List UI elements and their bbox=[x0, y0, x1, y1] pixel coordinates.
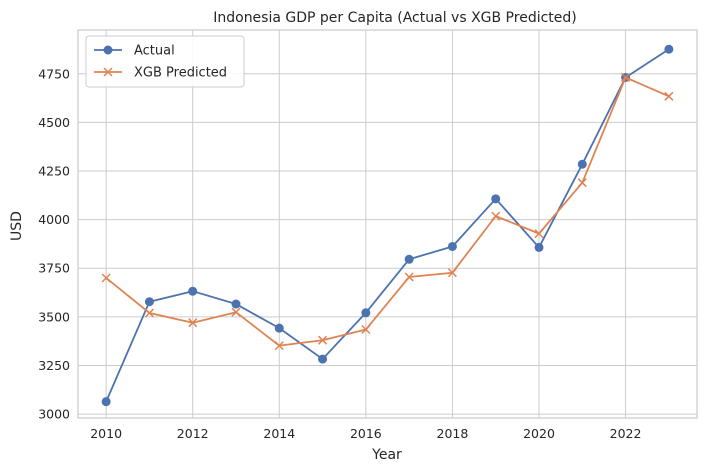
data-point-xgb-predicted bbox=[274, 341, 284, 351]
legend-label-xgb-predicted: XGB Predicted bbox=[134, 66, 227, 81]
legend-marker-xgb-predicted bbox=[103, 67, 113, 77]
plot-frame bbox=[77, 29, 698, 419]
data-point-actual bbox=[404, 254, 414, 264]
data-point-actual bbox=[101, 397, 111, 407]
y-tick-label: 4500 bbox=[38, 115, 70, 130]
y-tick-label: 3500 bbox=[38, 309, 70, 324]
data-point-xgb-predicted bbox=[621, 72, 631, 82]
y-tick-label: 4250 bbox=[38, 164, 70, 179]
data-point-actual bbox=[664, 44, 674, 54]
x-tick-label: 2014 bbox=[263, 426, 295, 441]
y-tick-label: 4000 bbox=[38, 212, 70, 227]
data-point-xgb-predicted bbox=[447, 268, 457, 278]
data-point-xgb-predicted bbox=[664, 91, 674, 101]
y-tick-label: 3250 bbox=[38, 358, 70, 373]
x-tick-label: 2010 bbox=[90, 426, 122, 441]
x-tick-labels: 2010 2012 2014 2016 2018 2020 2022 bbox=[90, 426, 641, 441]
chart-title: Indonesia GDP per Capita (Actual vs XGB … bbox=[213, 10, 577, 26]
data-point-actual bbox=[318, 354, 328, 364]
data-point-actual bbox=[144, 297, 154, 307]
x-tick-label: 2020 bbox=[523, 426, 555, 441]
data-point-actual bbox=[534, 242, 544, 252]
data-point-actual bbox=[577, 159, 587, 169]
data-point-xgb-predicted bbox=[231, 307, 241, 317]
data-point-actual bbox=[188, 286, 198, 296]
y-tick-labels: 3000 3250 3500 3750 4000 4250 4500 4750 bbox=[38, 66, 70, 421]
data-point-actual bbox=[447, 241, 457, 251]
data-point-actual bbox=[361, 308, 371, 318]
data-point-actual bbox=[491, 194, 501, 204]
x-tick-label: 2012 bbox=[177, 426, 209, 441]
data-point-xgb-predicted bbox=[491, 211, 501, 221]
y-tick-label: 4750 bbox=[38, 66, 70, 81]
data-point-xgb-predicted bbox=[318, 335, 328, 345]
x-tick-label: 2016 bbox=[350, 426, 382, 441]
data-point-actual bbox=[274, 323, 284, 333]
x-tick-label: 2022 bbox=[610, 426, 642, 441]
series-line-actual bbox=[105, 48, 670, 403]
data-point-xgb-predicted bbox=[188, 318, 198, 328]
y-tick-label: 3000 bbox=[38, 407, 70, 422]
x-tick-label: 2018 bbox=[437, 426, 469, 441]
data-point-xgb-predicted bbox=[361, 324, 371, 335]
data-point-xgb-predicted bbox=[404, 272, 414, 282]
y-tick-label: 3750 bbox=[38, 261, 70, 276]
data-point-actual bbox=[231, 299, 241, 309]
legend: Actual XGB Predicted bbox=[85, 35, 245, 88]
series-actual bbox=[101, 44, 674, 407]
y-axis-label: USD bbox=[9, 211, 25, 241]
series-xgb-predicted bbox=[101, 72, 674, 351]
data-point-xgb-predicted bbox=[577, 178, 587, 188]
data-point-xgb-predicted bbox=[101, 273, 111, 283]
series-line-xgb-predicted bbox=[105, 76, 670, 347]
x-axis-label: Year bbox=[371, 447, 402, 463]
grid bbox=[78, 30, 697, 418]
series-layer bbox=[101, 44, 674, 407]
legend-label-actual: Actual bbox=[134, 44, 175, 59]
legend-box bbox=[85, 35, 245, 88]
legend-marker-actual bbox=[103, 45, 113, 55]
data-point-xgb-predicted bbox=[144, 308, 154, 318]
data-point-xgb-predicted bbox=[534, 229, 544, 239]
legend-item-actual: Actual bbox=[94, 44, 175, 59]
legend-item-xgb-predicted: XGB Predicted bbox=[94, 66, 227, 81]
